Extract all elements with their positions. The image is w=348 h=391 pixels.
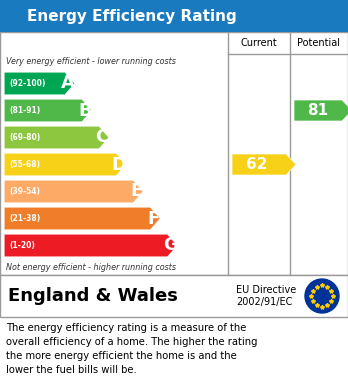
Text: Very energy efficient - lower running costs: Very energy efficient - lower running co… <box>6 57 176 66</box>
Text: G: G <box>163 237 178 255</box>
Text: 2002/91/EC: 2002/91/EC <box>236 297 292 307</box>
Text: A: A <box>61 75 75 93</box>
Bar <box>0 275 348 317</box>
Polygon shape <box>4 180 143 203</box>
Text: England & Wales: England & Wales <box>8 287 178 305</box>
Text: (21-38): (21-38) <box>9 214 40 223</box>
Text: C: C <box>96 129 109 147</box>
Polygon shape <box>4 153 126 176</box>
Polygon shape <box>4 207 160 230</box>
Text: Energy Efficiency Rating: Energy Efficiency Rating <box>27 9 237 23</box>
Text: D: D <box>112 156 127 174</box>
Bar <box>0 0 348 32</box>
Text: (1-20): (1-20) <box>9 241 35 250</box>
Bar <box>0 32 348 275</box>
Polygon shape <box>4 126 109 149</box>
Text: 81: 81 <box>307 103 329 118</box>
Text: (81-91): (81-91) <box>9 106 40 115</box>
Text: 62: 62 <box>246 157 268 172</box>
Polygon shape <box>232 154 296 175</box>
Text: Not energy efficient - higher running costs: Not energy efficient - higher running co… <box>6 262 176 271</box>
Polygon shape <box>4 99 92 122</box>
Polygon shape <box>4 72 75 95</box>
Text: (69-80): (69-80) <box>9 133 40 142</box>
Text: B: B <box>78 102 92 120</box>
Text: EU Directive: EU Directive <box>236 285 296 295</box>
Circle shape <box>305 279 339 313</box>
Text: F: F <box>147 210 160 228</box>
Text: (55-68): (55-68) <box>9 160 40 169</box>
Polygon shape <box>4 234 177 257</box>
Text: Potential: Potential <box>298 38 340 48</box>
Text: (39-54): (39-54) <box>9 187 40 196</box>
Text: (92-100): (92-100) <box>9 79 45 88</box>
Text: E: E <box>130 183 142 201</box>
Text: Current: Current <box>240 38 277 48</box>
Text: The energy efficiency rating is a measure of the
overall efficiency of a home. T: The energy efficiency rating is a measur… <box>6 323 258 375</box>
Polygon shape <box>294 100 348 121</box>
